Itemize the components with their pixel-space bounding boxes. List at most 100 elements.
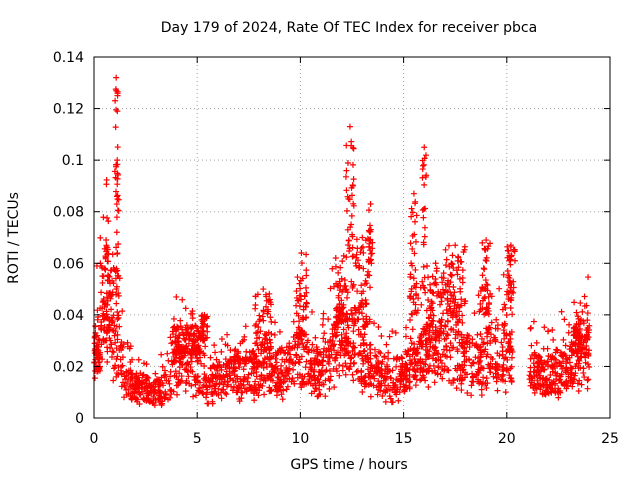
data-point — [119, 308, 126, 315]
data-point — [320, 354, 327, 361]
data-point — [259, 313, 266, 320]
data-point — [489, 363, 496, 370]
data-point — [335, 312, 342, 319]
data-point — [432, 329, 439, 336]
data-point — [479, 239, 486, 246]
data-point — [252, 293, 259, 300]
data-point — [419, 174, 426, 181]
data-point — [216, 380, 223, 387]
data-point — [345, 242, 352, 249]
data-point — [426, 327, 433, 334]
data-point — [320, 335, 327, 342]
data-point — [357, 249, 364, 256]
data-point — [104, 214, 111, 221]
data-point — [464, 332, 471, 339]
data-point — [241, 376, 248, 383]
data-point — [190, 338, 197, 345]
data-point — [111, 322, 118, 329]
data-point — [450, 377, 457, 384]
data-point — [170, 388, 177, 395]
data-point — [486, 365, 493, 372]
data-point — [333, 329, 340, 336]
data-point — [496, 285, 503, 292]
data-point — [349, 348, 356, 355]
data-point — [218, 348, 225, 355]
data-point — [114, 108, 121, 115]
data-point — [313, 344, 320, 351]
data-point — [199, 389, 206, 396]
data-point — [200, 327, 207, 334]
data-point — [320, 315, 327, 322]
data-point — [212, 385, 219, 392]
data-point — [419, 282, 426, 289]
data-point — [359, 388, 366, 395]
data-point — [562, 352, 569, 359]
data-point — [432, 324, 439, 331]
data-point — [316, 359, 323, 366]
data-point — [267, 314, 274, 321]
data-point — [450, 344, 457, 351]
data-point — [268, 318, 275, 325]
data-point — [277, 376, 284, 383]
data-point — [448, 272, 455, 279]
data-point — [493, 375, 500, 382]
data-point — [483, 306, 490, 313]
data-point — [556, 376, 563, 383]
data-point — [479, 272, 486, 279]
data-point — [353, 236, 360, 243]
data-point — [481, 266, 488, 273]
data-point — [114, 316, 121, 323]
data-point — [352, 351, 359, 358]
data-point — [530, 318, 537, 325]
data-point — [536, 372, 543, 379]
data-point — [434, 371, 441, 378]
data-point — [470, 373, 477, 380]
x-tick-label: 0 — [90, 431, 99, 447]
data-point — [259, 382, 266, 389]
data-point — [565, 329, 572, 336]
data-point — [118, 383, 125, 390]
data-point — [298, 249, 305, 256]
data-point — [140, 379, 147, 386]
data-point — [353, 251, 360, 258]
data-point — [437, 319, 444, 326]
data-point — [445, 242, 452, 249]
data-point — [412, 360, 419, 367]
data-point — [573, 334, 580, 341]
data-point — [499, 348, 506, 355]
data-point — [114, 353, 121, 360]
data-point — [343, 330, 350, 337]
data-point — [299, 340, 306, 347]
data-point — [131, 385, 138, 392]
data-point — [332, 357, 339, 364]
data-point — [102, 266, 109, 273]
data-point — [358, 301, 365, 308]
data-point — [412, 382, 419, 389]
data-point — [408, 288, 415, 295]
data-point — [209, 398, 216, 405]
data-point — [317, 391, 324, 398]
data-point — [259, 359, 266, 366]
data-point — [231, 364, 238, 371]
data-point — [368, 362, 375, 369]
data-point — [428, 298, 435, 305]
data-point — [408, 213, 415, 220]
data-point — [163, 392, 170, 399]
data-point — [403, 351, 410, 358]
data-point — [584, 336, 591, 343]
data-point — [527, 382, 534, 389]
data-point — [350, 253, 357, 260]
data-point — [421, 326, 428, 333]
data-point — [192, 322, 199, 329]
data-point — [94, 307, 101, 314]
data-point — [112, 268, 119, 275]
data-point — [366, 243, 373, 250]
data-point — [584, 317, 591, 324]
data-point — [331, 347, 338, 354]
data-point — [455, 253, 462, 260]
data-point — [276, 328, 283, 335]
data-point — [493, 316, 500, 323]
data-point — [165, 357, 172, 364]
data-point — [412, 373, 419, 380]
data-point — [132, 386, 139, 393]
